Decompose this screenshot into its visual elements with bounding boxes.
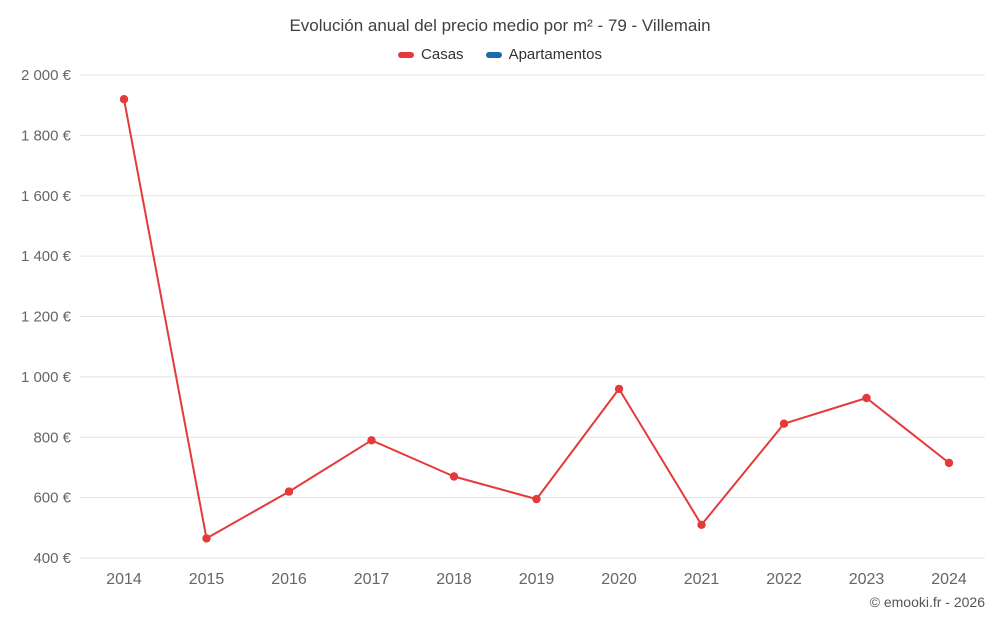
y-axis-tick-label: 800 € [33, 429, 71, 446]
x-axis-tick-label: 2024 [931, 571, 967, 588]
x-axis-tick-label: 2017 [354, 571, 390, 588]
y-axis-tick-label: 1 400 € [21, 248, 72, 265]
x-axis-tick-label: 2021 [684, 571, 720, 588]
legend-item-casas[interactable]: Casas [398, 46, 464, 63]
chart-legend: Casas Apartamentos [0, 46, 1000, 63]
x-axis-tick-label: 2018 [436, 571, 472, 588]
data-point-casas[interactable] [614, 384, 624, 394]
legend-label-casas: Casas [421, 46, 464, 63]
y-axis-tick-label: 1 000 € [21, 369, 72, 386]
x-axis-tick-label: 2023 [849, 571, 885, 588]
data-point-casas[interactable] [449, 472, 459, 481]
x-axis-tick-label: 2014 [106, 571, 142, 588]
data-point-casas[interactable] [367, 436, 376, 445]
data-point-casas[interactable] [119, 95, 129, 104]
y-axis-tick-label: 600 € [33, 490, 71, 507]
data-point-casas[interactable] [284, 487, 294, 496]
legend-item-apartamentos[interactable]: Apartamentos [485, 46, 602, 63]
copyright-text: © emooki.fr - 2026 [869, 594, 985, 610]
chart-title: Evolución anual del precio medio por m² … [289, 16, 711, 35]
legend-label-apartamentos: Apartamentos [508, 46, 602, 63]
x-axis-tick-label: 2015 [189, 571, 225, 588]
x-axis-tick-label: 2022 [766, 571, 802, 588]
y-axis-tick-label: 1 200 € [21, 309, 72, 326]
casas-series-swatch-icon [398, 51, 415, 58]
y-axis-tick-label: 1 600 € [21, 188, 72, 205]
data-point-casas[interactable] [862, 393, 871, 403]
data-point-casas[interactable] [202, 534, 211, 543]
x-axis-tick-label: 2016 [271, 571, 307, 588]
data-point-casas[interactable] [779, 419, 789, 428]
data-point-casas[interactable] [532, 494, 541, 504]
x-axis-tick-label: 2019 [519, 571, 555, 588]
y-axis-tick-label: 1 800 € [21, 127, 72, 144]
apartamentos-series-swatch-icon [485, 51, 502, 58]
data-point-casas[interactable] [944, 458, 954, 468]
y-axis-tick-label: 2 000 € [21, 67, 72, 84]
y-axis-tick-label: 400 € [33, 550, 71, 567]
data-point-casas[interactable] [697, 520, 706, 529]
series-line-casas [123, 98, 950, 540]
x-axis-tick-label: 2020 [601, 571, 637, 588]
